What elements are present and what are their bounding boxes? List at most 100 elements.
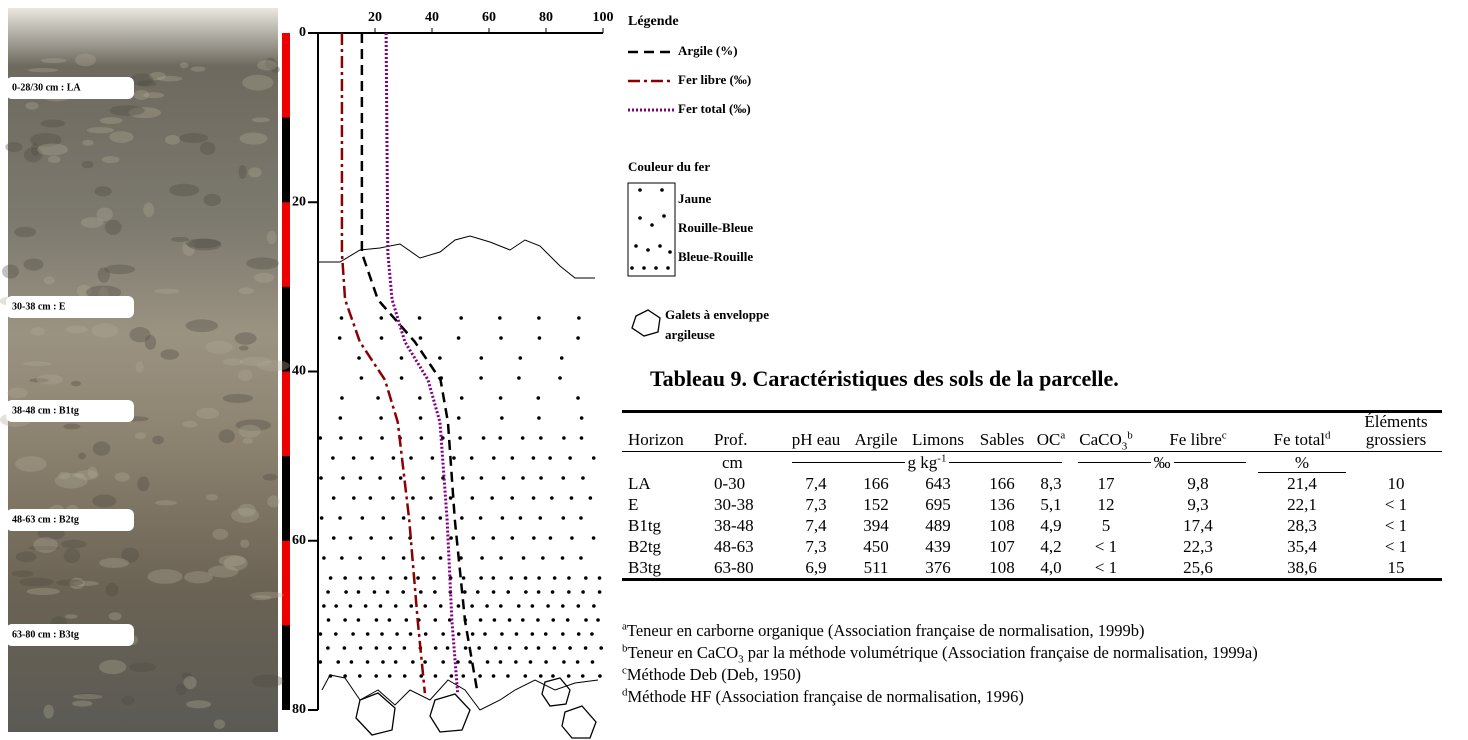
iron-dot	[575, 660, 580, 664]
soil-texture	[185, 238, 221, 249]
iron-dot	[326, 646, 330, 650]
iron-dot	[463, 590, 467, 594]
iron-dot	[352, 496, 356, 500]
iron-dot	[576, 336, 580, 340]
soil-texture	[185, 319, 219, 333]
iron-dot	[566, 674, 571, 678]
soil-texture	[238, 345, 249, 351]
iron-dot	[417, 316, 422, 320]
footnote-mark: a	[622, 620, 627, 633]
ruler-black	[282, 625, 290, 710]
table-cell: 38,6	[1287, 558, 1317, 577]
soil-texture	[30, 143, 40, 157]
iron-dot	[579, 556, 583, 560]
table-row: B3tg 63-80 6,9 511 376 108 4,0 < 1 25,6 38,6 15	[622, 557, 1442, 580]
table-cell: 7,4	[805, 474, 827, 493]
soil-texture	[251, 595, 272, 601]
iron-dot	[561, 516, 566, 520]
header-cell: pH eau	[791, 430, 841, 449]
soil-texture	[15, 551, 37, 563]
iron-dot	[475, 590, 480, 594]
soil-texture	[187, 238, 222, 251]
soil-texture	[235, 419, 272, 432]
iron-dot	[334, 604, 338, 608]
table-cell: 12	[1097, 495, 1115, 514]
iron-dot	[531, 456, 536, 460]
iron-dot	[479, 376, 483, 380]
iron-dot	[568, 646, 572, 650]
soil-texture	[41, 58, 67, 64]
soil-texture	[29, 378, 49, 383]
x-tick-label: 40	[425, 10, 439, 25]
table-cell: 166	[863, 474, 889, 493]
footnote-mark: b	[622, 642, 628, 655]
soil-texture	[143, 202, 155, 217]
iron-dot	[388, 576, 393, 580]
table-cell: 439	[925, 537, 951, 556]
soil-texture	[212, 528, 229, 540]
soil-texture	[186, 700, 212, 709]
table-cell: < 1	[1094, 558, 1118, 577]
units-cell: ‰	[1070, 452, 1254, 474]
soil-texture	[203, 193, 222, 207]
iron-dot	[379, 316, 384, 320]
iron-dot	[598, 674, 602, 678]
footnote-text: Teneur en CaCO	[627, 643, 739, 662]
soil-texture	[164, 134, 181, 145]
iron-dot	[379, 336, 384, 340]
iron-dot	[528, 660, 533, 664]
soil-texture	[251, 117, 270, 123]
soil-texture	[63, 548, 81, 564]
iron-dot	[449, 674, 454, 678]
header-cell: OCa	[1032, 412, 1070, 452]
soil-texture	[183, 676, 197, 690]
soil-texture	[60, 539, 87, 549]
iron-dot	[378, 604, 383, 608]
iron-dot	[550, 496, 554, 500]
iron-dot	[374, 646, 379, 650]
iron-dot	[581, 590, 585, 594]
iron-dot	[456, 336, 461, 340]
units-cell: cm	[722, 453, 743, 472]
soil-texture	[30, 326, 46, 336]
iron-dot	[389, 536, 393, 540]
table-cell: 7,3	[805, 537, 827, 556]
x-tick-label: 80	[539, 10, 553, 25]
iron-dot	[365, 660, 370, 664]
iron-dot	[521, 476, 525, 480]
soil-texture	[242, 437, 254, 444]
table-row: E 30-38 7,3 152 695 136 5,1 12 9,3 22,1 < 1	[622, 494, 1442, 515]
table-cell: 7,3	[805, 495, 827, 514]
legend-dot	[654, 266, 658, 270]
iron-dot	[456, 416, 461, 420]
iron-dot	[423, 604, 428, 608]
iron-dot	[381, 516, 386, 520]
soil-texture	[137, 80, 157, 87]
iron-dot	[538, 516, 543, 520]
soil-texture	[104, 264, 136, 275]
soil-texture	[99, 659, 127, 675]
iron-dot	[499, 336, 503, 340]
iron-dot	[590, 660, 595, 664]
iron-dot	[374, 618, 379, 622]
iron-dot	[348, 604, 353, 608]
table-cell: 17	[1097, 474, 1115, 493]
header-cell: Argile	[854, 430, 898, 449]
pebble-label: argileuse	[665, 327, 715, 342]
legend-dot	[650, 223, 654, 227]
superscript: b	[1127, 429, 1133, 442]
iron-dot	[356, 618, 361, 622]
soil-texture	[91, 323, 119, 338]
iron-dot	[567, 590, 571, 594]
footnote: bTeneur en CaCO3 par la méthode volumétr…	[622, 642, 1258, 665]
soil-texture	[72, 472, 85, 478]
soil-texture	[54, 473, 88, 489]
soil-texture	[238, 287, 254, 295]
iron-dot	[351, 456, 356, 460]
footnote-text: Méthode Deb (Deb, 1950)	[626, 665, 802, 684]
iron-dot	[445, 646, 450, 650]
soil-texture	[160, 349, 179, 360]
iron-dot	[562, 436, 566, 440]
header-cell: Horizon	[628, 430, 684, 449]
